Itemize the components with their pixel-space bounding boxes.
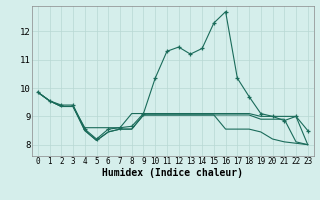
X-axis label: Humidex (Indice chaleur): Humidex (Indice chaleur)	[102, 168, 243, 178]
